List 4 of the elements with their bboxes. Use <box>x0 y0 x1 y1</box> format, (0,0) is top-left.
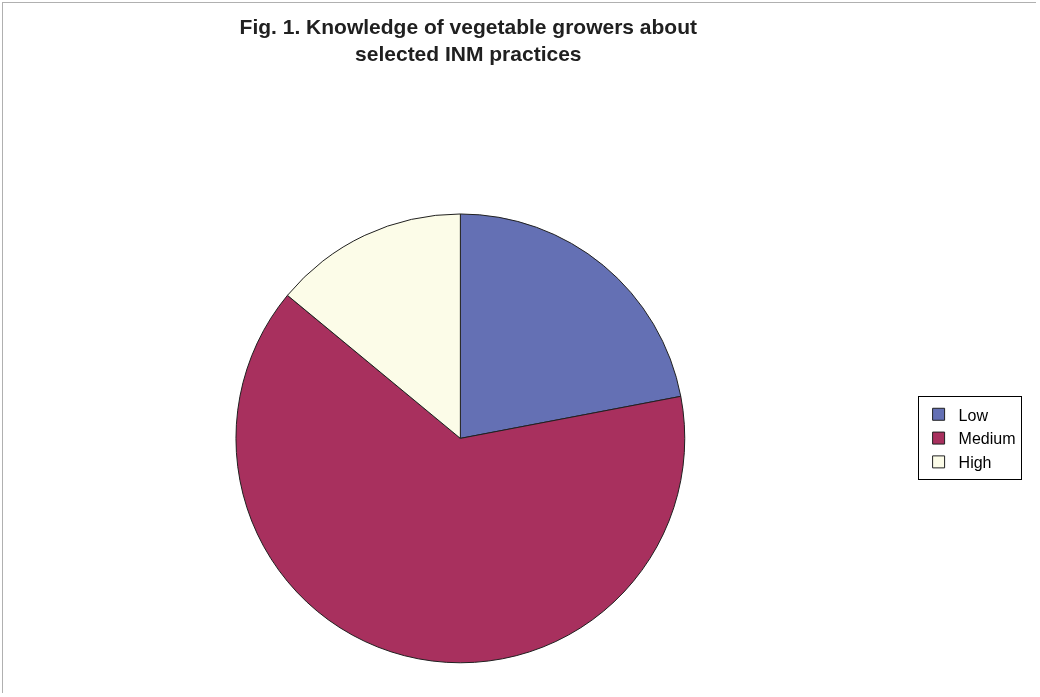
legend-label: Low <box>958 406 989 424</box>
chart-title: Fig. 1. Knowledge of vegetable growers about selected INM practices <box>239 15 697 66</box>
legend-label: High <box>958 454 992 472</box>
legend-label: Medium <box>958 430 1016 448</box>
